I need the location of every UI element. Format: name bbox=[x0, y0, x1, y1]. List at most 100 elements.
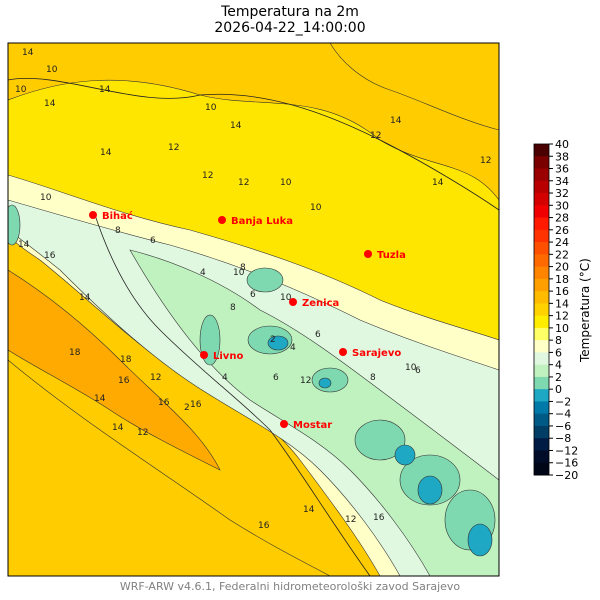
contour-label: 12 bbox=[202, 171, 213, 181]
colorbar-tick-label: 32 bbox=[555, 187, 569, 200]
colorbar-band bbox=[534, 266, 549, 280]
colorbar-tick-label: −4 bbox=[555, 408, 571, 421]
colorbar: 4038363432302826242220181614121086420−2−… bbox=[533, 138, 578, 482]
contour-label: 18 bbox=[120, 355, 132, 365]
colorbar-band bbox=[534, 340, 549, 353]
colorbar-band bbox=[534, 193, 549, 206]
contour-label: 8 bbox=[230, 303, 236, 313]
colorbar-frame bbox=[533, 143, 550, 476]
city-markers: Bihać Banja Luka Tuzla Zenica Livno Sarajevo M… bbox=[89, 210, 406, 431]
contour-label: 2 bbox=[184, 403, 190, 413]
colorbar-band bbox=[534, 376, 549, 390]
contour-label: 14 bbox=[390, 116, 402, 126]
colorbar-tick-label: −8 bbox=[555, 432, 571, 445]
contour-label: 12 bbox=[238, 178, 249, 188]
border-line bbox=[8, 78, 499, 576]
contour-label: 6 bbox=[315, 330, 321, 340]
colorbar-tick-label: 14 bbox=[555, 297, 569, 310]
city-marker bbox=[339, 348, 347, 356]
colorbar-tick-label: 30 bbox=[555, 199, 569, 212]
colorbar-band bbox=[534, 254, 549, 268]
colorbar-band bbox=[534, 401, 549, 415]
contour-label: 14 bbox=[44, 99, 56, 109]
city-marker bbox=[218, 216, 226, 224]
colorbar-band bbox=[534, 413, 549, 427]
city-label: Zenica bbox=[302, 298, 339, 309]
colorbar-band bbox=[534, 438, 549, 451]
colorbar-tick-label: −16 bbox=[555, 457, 578, 470]
city-label: Sarajevo bbox=[352, 348, 401, 359]
colorbar-band bbox=[534, 303, 549, 317]
colorbar-band bbox=[534, 180, 549, 194]
contour-label: 14 bbox=[94, 394, 106, 404]
colorbar-band bbox=[534, 229, 549, 243]
colorbar-tick-label: −6 bbox=[555, 420, 571, 433]
colorbar-band bbox=[534, 389, 549, 402]
contour-label: 2 bbox=[270, 335, 276, 345]
north-warm-patch bbox=[329, 43, 499, 131]
contour-label: 14 bbox=[22, 48, 34, 58]
contour-label: 14 bbox=[79, 293, 91, 303]
colorbar-band bbox=[534, 315, 549, 329]
colorbar-band bbox=[534, 425, 549, 439]
contour-label: 14 bbox=[303, 505, 315, 515]
colorbar-tick-label: 10 bbox=[555, 322, 569, 335]
contour-label: 12 bbox=[300, 376, 311, 386]
map-fill bbox=[8, 43, 499, 576]
colorbar-tick-label: 2 bbox=[555, 371, 562, 384]
contour-label: 12 bbox=[480, 156, 491, 166]
colorbar-band bbox=[534, 327, 549, 341]
contour-label: 6 bbox=[150, 236, 156, 246]
chart-title: Temperatura na 2m bbox=[221, 4, 359, 20]
colorbar-tick-label: 24 bbox=[555, 236, 569, 249]
contour-label: 6 bbox=[415, 366, 421, 376]
city-label: Livno bbox=[213, 351, 243, 362]
colorbar-tick-label: −2 bbox=[555, 395, 571, 408]
contour-label: 12 bbox=[137, 428, 148, 438]
colorbar-band bbox=[534, 352, 549, 366]
colorbar-tick-label: 34 bbox=[555, 175, 569, 188]
colorbar-band bbox=[534, 205, 549, 219]
footer-credit: WRF-ARW v4.6.1, Federalni hidrometeorolo… bbox=[119, 580, 461, 593]
contour-label: 18 bbox=[69, 348, 81, 358]
contour-label: 6 bbox=[273, 373, 279, 383]
contour-label: 12 bbox=[370, 131, 381, 141]
map-frame bbox=[7, 42, 500, 577]
colorbar-band bbox=[534, 278, 549, 292]
city-marker bbox=[200, 351, 208, 359]
contour-label: 16 bbox=[44, 251, 56, 261]
contour-label: 10 bbox=[15, 85, 27, 95]
colorbar-band bbox=[534, 291, 549, 304]
contour-label: 6 bbox=[250, 290, 256, 300]
contour-label: 12 bbox=[168, 143, 179, 153]
contour-label: 16 bbox=[258, 521, 270, 531]
contour-label: 14 bbox=[18, 240, 30, 250]
colorbar-tick-label: 38 bbox=[555, 150, 569, 163]
contour-label: 10 bbox=[40, 193, 52, 203]
contour-label: 16 bbox=[373, 513, 385, 523]
south-warm-region bbox=[8, 359, 331, 576]
contour-label: 14 bbox=[99, 85, 111, 95]
city-label: Tuzla bbox=[377, 250, 406, 261]
contour-label: 8 bbox=[370, 373, 376, 383]
contour-label: 8 bbox=[240, 263, 246, 273]
colorbar-tick-label: 26 bbox=[555, 224, 569, 237]
contour-label: 10 bbox=[233, 268, 245, 278]
colorbar-band bbox=[534, 364, 549, 378]
contour-label: 12 bbox=[345, 515, 356, 525]
contour-label: 4 bbox=[290, 343, 296, 353]
sw-sea-region bbox=[8, 269, 221, 471]
city-marker bbox=[89, 211, 97, 219]
colorbar-tick-label: 12 bbox=[555, 310, 569, 323]
colorbar-tick-label: 22 bbox=[555, 248, 569, 261]
contour-label: 10 bbox=[46, 65, 58, 75]
chart-subtitle-datetime: 2026-04-22_14:00:00 bbox=[214, 20, 366, 36]
colorbar-tick-label: 36 bbox=[555, 163, 569, 176]
colorbar-tick-label: 0 bbox=[555, 383, 562, 396]
contour-label: 12 bbox=[150, 373, 161, 383]
contour-label: 4 bbox=[222, 373, 228, 383]
city-label: Bihać bbox=[102, 210, 133, 222]
colorbar-tick-label: 6 bbox=[555, 346, 562, 359]
